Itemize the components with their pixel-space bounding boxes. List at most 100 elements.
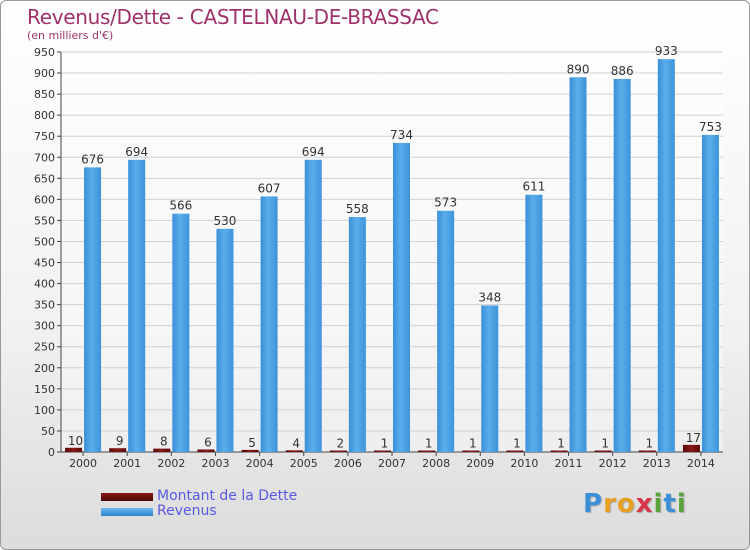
label-dette-2010: 1: [513, 437, 521, 451]
bar-dette-2011: [550, 450, 568, 452]
y-tick-label: 800: [34, 109, 55, 122]
logo-letter: P: [583, 489, 604, 519]
y-tick-label: 300: [34, 320, 55, 333]
y-tick-label: 350: [34, 299, 55, 312]
label-revenus-2014: 753: [699, 120, 722, 134]
y-tick-label: 600: [34, 193, 55, 206]
bar-dette-2013: [638, 450, 656, 452]
label-dette-2009: 1: [469, 437, 477, 451]
logo-letter: t: [663, 489, 677, 519]
bar-dette-2000: [65, 447, 83, 452]
x-tick-label: 2007: [378, 457, 406, 470]
label-dette-2002: 8: [160, 435, 168, 449]
label-dette-2013: 1: [645, 437, 653, 451]
label-dette-2000: 10: [68, 434, 83, 448]
y-tick-label: 850: [34, 88, 55, 101]
label-revenus-2001: 694: [125, 145, 148, 159]
x-tick-label: 2010: [510, 457, 538, 470]
y-tick-label: 400: [34, 278, 55, 291]
y-tick-label: 200: [34, 362, 55, 375]
y-tick-label: 500: [34, 235, 55, 248]
bar-revenus-2012: [613, 78, 631, 453]
y-tick-label: 750: [34, 130, 55, 143]
plot-area: [61, 52, 723, 452]
x-tick-label: 2009: [466, 457, 494, 470]
chart-title: Revenus/Dette - CASTELNAU-DE-BRASSAC: [27, 5, 439, 29]
label-revenus-2013: 933: [655, 44, 678, 58]
label-dette-2006: 2: [337, 437, 345, 451]
bar-revenus-2010: [525, 194, 543, 452]
bar-dette-2002: [153, 448, 171, 452]
label-dette-2005: 4: [292, 436, 300, 450]
bar-revenus-2006: [348, 217, 366, 452]
label-revenus-2000: 676: [81, 152, 104, 166]
grid-lines: [61, 51, 723, 453]
bar-revenus-2014: [701, 134, 719, 452]
axes: 0 50 100 150 200 250 300 350 400 450 500 550 600 650 7…: [34, 46, 723, 470]
bars: [65, 59, 719, 453]
bar-revenus-2004: [260, 196, 278, 452]
label-dette-2014: 17: [686, 431, 701, 445]
x-tick-label: 2013: [643, 457, 671, 470]
bar-dette-2007: [374, 450, 391, 452]
y-tick-label: 50: [41, 425, 55, 438]
bar-dette-2014: [682, 444, 700, 452]
proxiti-logo: Proxiti: [583, 489, 687, 519]
label-revenus-2012: 886: [611, 64, 634, 78]
data-labels: 10 676 9 694 8 566 6 530 5 607 4 694 2 558 1 734 1 573 1 34…: [68, 44, 722, 450]
label-revenus-2004: 607: [258, 181, 281, 195]
label-revenus-2008: 573: [434, 196, 457, 210]
label-dette-2004: 5: [248, 436, 256, 450]
chart-subtitle: (en milliers d'€): [27, 29, 114, 42]
y-tick-label: 0: [48, 446, 55, 459]
y-tick-label: 150: [34, 383, 55, 396]
bar-revenus-2000: [84, 167, 102, 453]
legend-swatch-revenus: [101, 508, 153, 516]
y-tick-label: 100: [34, 404, 55, 417]
y-tick-label: 900: [34, 67, 55, 80]
logo-letter: i: [653, 489, 664, 519]
y-tick-label: 550: [34, 214, 55, 227]
bar-revenus-2008: [437, 210, 455, 452]
legend-label-revenus: Revenus: [157, 503, 217, 519]
bar-dette-2006: [329, 450, 347, 452]
label-revenus-2011: 890: [567, 62, 590, 76]
x-tick-label: 2004: [246, 457, 274, 470]
label-dette-2003: 6: [204, 435, 212, 449]
label-revenus-2003: 530: [214, 214, 237, 228]
x-tick-label: 2003: [201, 457, 229, 470]
label-dette-2011: 1: [557, 437, 565, 451]
label-dette-2008: 1: [425, 437, 433, 451]
bar-revenus-2002: [172, 213, 190, 452]
bar-revenus-2009: [481, 305, 499, 452]
bar-dette-2009: [462, 450, 480, 452]
label-revenus-2005: 694: [302, 145, 325, 159]
bar-dette-2004: [241, 449, 259, 452]
label-dette-2012: 1: [601, 437, 609, 451]
bar-revenus-2003: [216, 228, 234, 452]
label-revenus-2002: 566: [169, 199, 192, 213]
bar-dette-2003: [197, 449, 215, 452]
label-dette-2007: 1: [381, 437, 389, 451]
bar-revenus-2001: [128, 159, 146, 452]
logo-letter: i: [676, 489, 687, 519]
bar-dette-2008: [418, 450, 436, 452]
label-revenus-2006: 558: [346, 202, 369, 216]
label-revenus-2010: 611: [522, 180, 545, 194]
label-revenus-2009: 348: [478, 290, 501, 304]
logo-letter: o: [616, 489, 636, 519]
y-tick-label: 450: [34, 257, 55, 270]
label-dette-2001: 9: [116, 434, 124, 448]
legend-swatch-dette: [101, 493, 153, 501]
x-tick-label: 2005: [290, 457, 318, 470]
legend-label-dette: Montant de la Dette: [157, 488, 298, 504]
x-tick-label: 2008: [422, 457, 450, 470]
bar-revenus-2013: [657, 59, 675, 452]
logo-letter: r: [603, 489, 617, 519]
bar-dette-2012: [594, 450, 612, 452]
y-tick-label: 250: [34, 341, 55, 354]
bar-revenus-2007: [393, 142, 410, 452]
bar-dette-2001: [109, 448, 127, 452]
bar-revenus-2005: [304, 159, 322, 452]
